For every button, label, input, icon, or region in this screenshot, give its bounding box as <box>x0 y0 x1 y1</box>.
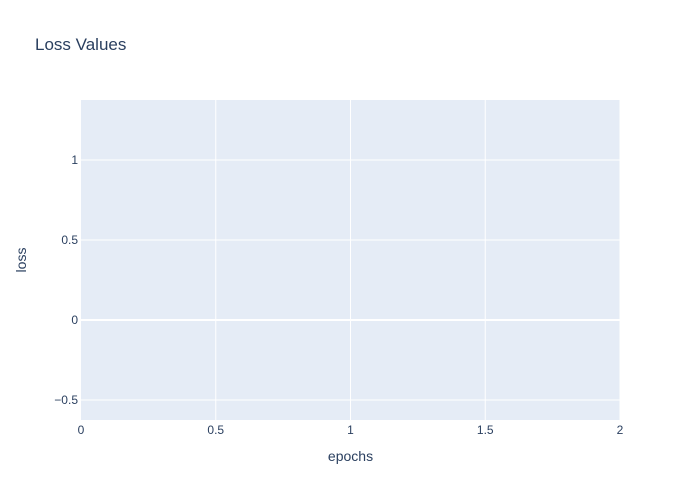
y-tick-label: 0 <box>71 313 78 327</box>
grid-lines <box>81 100 621 420</box>
y-tick-label: 1 <box>71 153 78 167</box>
x-tick-label: 0.5 <box>207 423 224 437</box>
x-axis-title: epochs <box>328 448 373 464</box>
x-tick-label: 0 <box>78 423 85 437</box>
y-axis-title: loss <box>13 248 29 273</box>
x-tick-label: 2 <box>617 423 624 437</box>
x-tick-label: 1 <box>347 423 354 437</box>
y-tick-label: −0.5 <box>54 393 78 407</box>
axis-ticks: 0 0.5 1 1.5 2 −0.5 0 0.5 1 <box>54 153 623 437</box>
x-tick-label: 1.5 <box>477 423 494 437</box>
y-tick-label: 0.5 <box>61 233 78 247</box>
chart-title: Loss Values <box>35 35 126 54</box>
